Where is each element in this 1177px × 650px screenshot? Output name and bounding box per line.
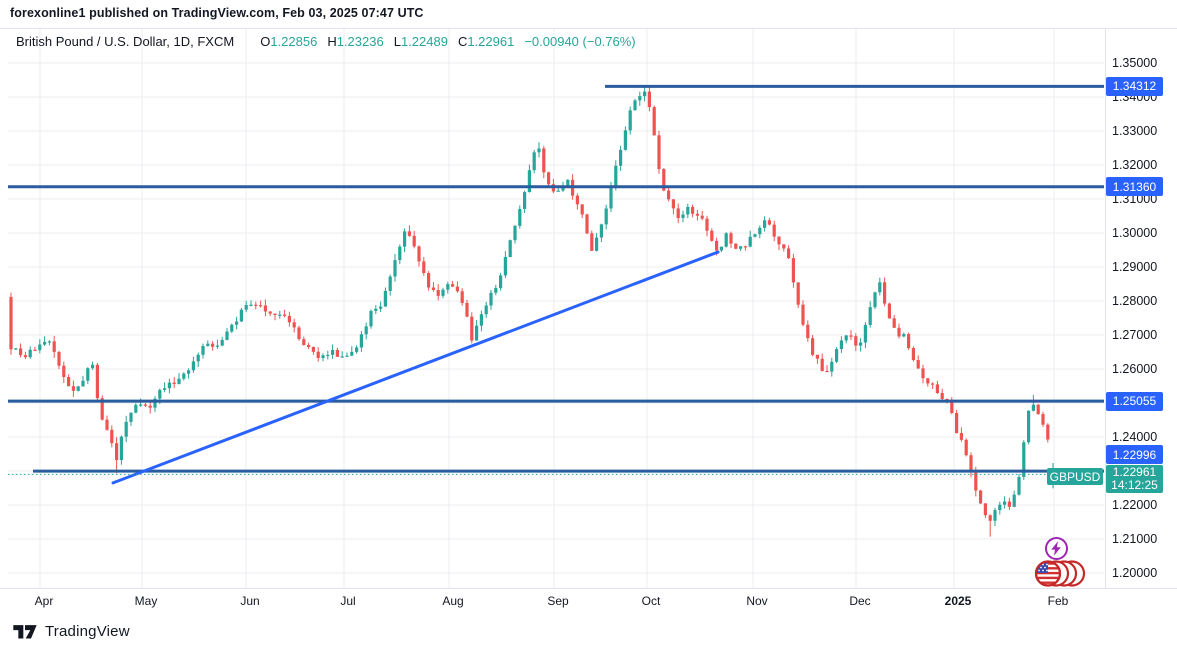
time-tick-label: Dec xyxy=(849,594,871,608)
us-flag-sticker-icon xyxy=(1034,560,1086,587)
time-tick-label: Sep xyxy=(547,594,569,608)
price-tick-label: 1.22000 xyxy=(1112,497,1158,512)
time-tick-label: Aug xyxy=(442,594,464,608)
time-tick-label: Jul xyxy=(340,594,356,608)
symbol-header: British Pound / U.S. Dollar, 1D, FXCM O1… xyxy=(16,34,636,49)
price-tick-label: 1.33000 xyxy=(1112,123,1158,138)
ohlc-letter: L xyxy=(393,34,401,49)
current-symbol-label: GBPUSD xyxy=(1047,468,1103,486)
price-line-badge: 1.22996 xyxy=(1106,445,1163,465)
gridlines xyxy=(8,29,1104,588)
current-price: 1.22961 xyxy=(1112,465,1157,480)
tradingview-footer-link[interactable]: TradingView xyxy=(12,621,130,641)
lightning-sticker-icon xyxy=(1045,537,1068,560)
tradingview-logo-icon xyxy=(13,625,37,639)
time-tick-label: Nov xyxy=(746,594,768,608)
price-line-badge: 1.34312 xyxy=(1106,76,1163,96)
candlestick-series xyxy=(9,86,1055,537)
trendline xyxy=(111,250,720,485)
ohlc-letter: O xyxy=(260,34,271,49)
price-tick-label: 1.27000 xyxy=(1112,327,1158,342)
ohlc-value: 1.23236 xyxy=(336,34,384,49)
time-tick-label: Apr xyxy=(34,594,54,608)
price-tick-label: 1.24000 xyxy=(1112,429,1158,444)
ohlc-value: 1.22961 xyxy=(467,34,515,49)
price-tick-label: 1.30000 xyxy=(1112,225,1158,240)
ohlc-value: 1.22489 xyxy=(400,34,448,49)
price-tick-label: 1.26000 xyxy=(1112,361,1158,376)
price-line-badge: 1.25055 xyxy=(1106,391,1163,411)
tradingview-brand-text: TradingView xyxy=(45,622,130,640)
time-tick-label: Jun xyxy=(240,594,260,608)
attribution: forexonline1 published on TradingView.co… xyxy=(10,6,424,20)
price-tick-label: 1.21000 xyxy=(1112,531,1158,546)
ohlc-values: O1.22856 H1.23236 L1.22489 C1.22961 −0.00940… xyxy=(250,34,635,49)
ohlc-letter: H xyxy=(327,34,337,49)
time-tick-label: Oct xyxy=(641,594,661,608)
change-value: −0.00940 (−0.76%) xyxy=(524,34,636,49)
time-tick-label: 2025 xyxy=(944,594,972,608)
price-tick-label: 1.32000 xyxy=(1112,157,1158,172)
price-tick-label: 1.28000 xyxy=(1112,293,1158,308)
chart-drawings[interactable] xyxy=(8,84,1104,485)
bar-countdown: 14:12:25 xyxy=(1111,478,1158,493)
ohlc-value: 1.22856 xyxy=(270,34,318,49)
price-line-badge: 1.31360 xyxy=(1106,177,1163,197)
time-tick-label: May xyxy=(134,594,158,608)
price-tick-label: 1.29000 xyxy=(1112,259,1158,274)
price-tick-label: 1.20000 xyxy=(1112,565,1158,580)
symbol-title: British Pound / U.S. Dollar, 1D, FXCM xyxy=(16,34,235,49)
price-tick-label: 1.35000 xyxy=(1112,55,1158,70)
time-tick-label: Feb xyxy=(1047,594,1069,608)
ohlc-letter: C xyxy=(457,34,468,49)
current-price-box: 1.22961 14:12:25 xyxy=(1106,465,1163,494)
